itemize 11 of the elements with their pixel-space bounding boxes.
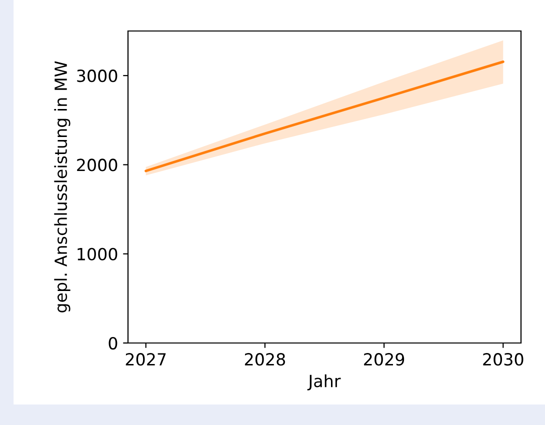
- x-tick-label: 2028: [244, 353, 286, 366]
- y-tick-label: 2000: [77, 158, 118, 172]
- y-tick-label: 3000: [77, 70, 118, 82]
- y-tick-label: 1000: [78, 248, 118, 260]
- x-axis-title: Jahr: [307, 374, 341, 390]
- x-tick-label: 2029: [364, 353, 404, 366]
- x-tick-label: 2030: [483, 353, 524, 366]
- y-tick-label: 0: [108, 336, 118, 350]
- x-tick-label: 2027: [126, 353, 166, 366]
- y-axis-title: gepl. Anschlussleistung in MW: [54, 61, 70, 312]
- line-series: [144, 60, 504, 172]
